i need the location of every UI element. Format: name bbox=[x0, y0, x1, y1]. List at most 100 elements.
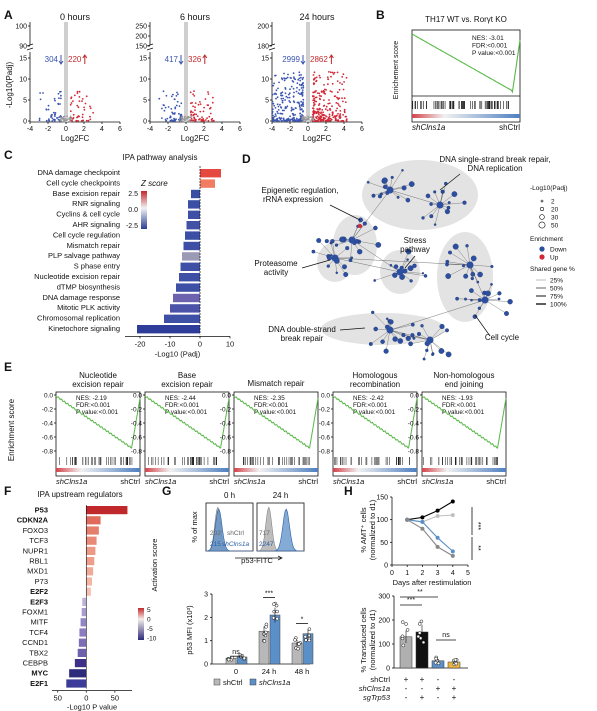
down-point bbox=[302, 98, 305, 101]
ns-point bbox=[190, 121, 193, 123]
down-point bbox=[302, 118, 305, 121]
network-edge bbox=[350, 239, 353, 261]
down-point bbox=[276, 103, 279, 106]
down-point bbox=[284, 99, 286, 101]
up-point bbox=[313, 119, 316, 122]
mfi-point bbox=[294, 646, 298, 650]
ipa-x-tick-label: 10 bbox=[226, 339, 234, 348]
annotation-epi-line2: rRNA expression bbox=[263, 195, 323, 204]
down-count: 2999 bbox=[282, 55, 300, 64]
network-node bbox=[334, 243, 339, 247]
down-point bbox=[275, 93, 278, 96]
network-node bbox=[348, 258, 353, 263]
axis-break-mark bbox=[146, 43, 154, 47]
down-point bbox=[291, 108, 293, 111]
up-point bbox=[318, 108, 321, 111]
network-edge bbox=[449, 252, 471, 266]
network-edge bbox=[389, 329, 409, 339]
ns-point bbox=[310, 116, 313, 119]
down-point bbox=[300, 120, 303, 122]
down-point bbox=[271, 93, 274, 96]
network-node bbox=[352, 240, 357, 246]
network-node bbox=[469, 288, 474, 293]
down-point bbox=[295, 90, 298, 93]
gsea-e-stat: NES: -2.19 bbox=[76, 395, 107, 402]
down-point bbox=[56, 117, 58, 119]
down-point bbox=[295, 117, 298, 120]
network-node bbox=[445, 351, 452, 358]
down-point bbox=[283, 77, 285, 80]
x-tick-label: -4 bbox=[27, 126, 33, 133]
down-point bbox=[297, 118, 300, 121]
down-point bbox=[295, 107, 297, 110]
mfi-point bbox=[264, 622, 269, 627]
amt-x-tick-label: 4 bbox=[451, 570, 455, 577]
network-node bbox=[397, 338, 404, 344]
network-node bbox=[350, 256, 354, 260]
network-edge bbox=[429, 339, 434, 354]
mfi-y-tick-label: 2 bbox=[204, 615, 208, 622]
network-edge bbox=[427, 195, 441, 206]
gsea-e-ytick-label: 0.0 bbox=[222, 393, 231, 400]
down-point bbox=[293, 116, 295, 119]
amt-x-label: Days after restimulation bbox=[393, 578, 472, 587]
ns-point bbox=[66, 118, 68, 121]
up-point bbox=[337, 104, 340, 106]
up-point bbox=[81, 119, 84, 122]
down-point bbox=[178, 112, 180, 115]
ns-point bbox=[70, 118, 73, 120]
gsea-e-title: Homologous bbox=[353, 371, 398, 380]
down-point bbox=[285, 107, 288, 109]
ns-point bbox=[184, 118, 187, 120]
tx-point bbox=[421, 640, 426, 645]
network-node bbox=[393, 264, 399, 269]
down-point bbox=[284, 77, 286, 80]
gsea-e-curve bbox=[144, 395, 230, 449]
down-point bbox=[280, 120, 283, 122]
down-point bbox=[272, 114, 274, 117]
annotation-dsb-line1: DNA double-strand bbox=[268, 325, 336, 334]
size-legend-label: 2 bbox=[551, 199, 555, 206]
network-edge bbox=[343, 239, 353, 241]
up-point bbox=[89, 105, 91, 108]
ns-point bbox=[301, 118, 303, 120]
gsea-e-stat: P value:<0.001 bbox=[76, 409, 119, 416]
down-point bbox=[280, 92, 283, 95]
network-edge bbox=[328, 257, 336, 267]
volcano-y-label: -Log10(Padj) bbox=[5, 62, 14, 109]
down-point bbox=[163, 109, 166, 112]
down-point bbox=[296, 119, 298, 122]
network-node bbox=[410, 322, 415, 327]
network-node bbox=[389, 263, 393, 267]
ns-point bbox=[188, 119, 190, 121]
mfi-point bbox=[304, 638, 308, 642]
down-point bbox=[59, 91, 61, 93]
ipa-bar bbox=[200, 179, 215, 188]
gsea-e-rankbar bbox=[145, 468, 229, 472]
down-point bbox=[271, 100, 274, 103]
network-edge bbox=[403, 334, 431, 341]
down-point bbox=[164, 106, 167, 109]
mfi-point bbox=[242, 656, 247, 661]
down-point bbox=[298, 120, 301, 122]
x-tick-label: -4 bbox=[147, 126, 153, 133]
up-point bbox=[333, 71, 336, 74]
gsea-b-frame bbox=[411, 29, 521, 123]
tx-y-tick-label: 200 bbox=[378, 618, 390, 625]
gsea-e-title: Mismatch repair bbox=[248, 379, 305, 388]
ns-point bbox=[63, 120, 65, 122]
down-point bbox=[281, 100, 284, 102]
up-point bbox=[201, 120, 204, 122]
up-point bbox=[313, 103, 316, 106]
gsea-e-frame bbox=[421, 391, 507, 477]
ns-point bbox=[310, 116, 313, 119]
network-edge bbox=[382, 329, 391, 342]
network-node bbox=[384, 324, 390, 330]
network-node bbox=[448, 250, 452, 255]
mfi-point bbox=[238, 654, 243, 658]
up-point bbox=[189, 111, 192, 114]
regulator-bar bbox=[78, 638, 87, 647]
down-point bbox=[272, 117, 275, 120]
regulator-label: CDKN2A bbox=[17, 516, 49, 525]
cluster-region bbox=[362, 160, 478, 230]
